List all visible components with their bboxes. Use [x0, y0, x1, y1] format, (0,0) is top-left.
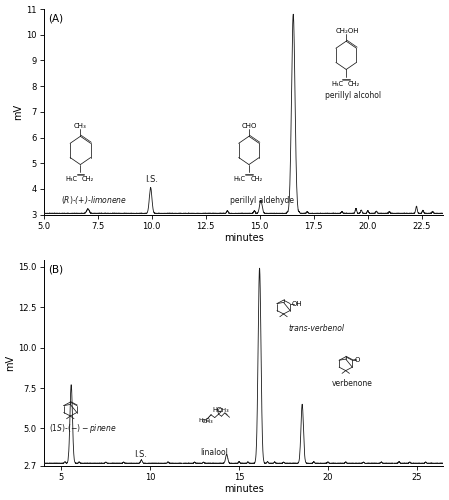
Text: perillyl alcohol: perillyl alcohol — [325, 90, 381, 100]
Text: linalool: linalool — [200, 448, 228, 456]
Text: H₃C: H₃C — [331, 80, 343, 86]
Y-axis label: mV: mV — [13, 104, 23, 120]
Text: (A): (A) — [48, 13, 63, 23]
Text: trans-verbenol: trans-verbenol — [289, 324, 345, 334]
Text: verbenone: verbenone — [331, 380, 372, 388]
Text: $(R)$-(+)-limonene: $(R)$-(+)-limonene — [61, 194, 127, 206]
Text: CH₂OH: CH₂OH — [335, 28, 359, 34]
Text: $(1S)$-$(-)-$pinene: $(1S)$-$(-)-$pinene — [49, 422, 117, 435]
Y-axis label: mV: mV — [5, 355, 16, 371]
Text: CH₃: CH₃ — [202, 419, 213, 424]
Text: O: O — [355, 357, 361, 363]
Text: H₃C: H₃C — [65, 176, 77, 182]
X-axis label: minutes: minutes — [224, 234, 264, 243]
X-axis label: minutes: minutes — [224, 484, 264, 494]
Text: CH₂: CH₂ — [251, 176, 263, 182]
Text: perillyl aldehyde: perillyl aldehyde — [229, 196, 294, 205]
Text: CH₂: CH₂ — [82, 176, 94, 182]
Text: CH₂: CH₂ — [348, 80, 360, 86]
Text: I.S.: I.S. — [145, 175, 158, 184]
Text: H₃C: H₃C — [234, 176, 246, 182]
Text: I.S.: I.S. — [134, 450, 147, 460]
Text: (B): (B) — [48, 264, 63, 274]
Text: H₃C: H₃C — [198, 418, 210, 423]
Text: HO: HO — [213, 406, 223, 412]
Text: CHO: CHO — [241, 123, 257, 129]
Text: OH: OH — [291, 300, 302, 306]
Text: CH₃: CH₃ — [74, 123, 87, 129]
Text: CH₃: CH₃ — [217, 408, 229, 413]
